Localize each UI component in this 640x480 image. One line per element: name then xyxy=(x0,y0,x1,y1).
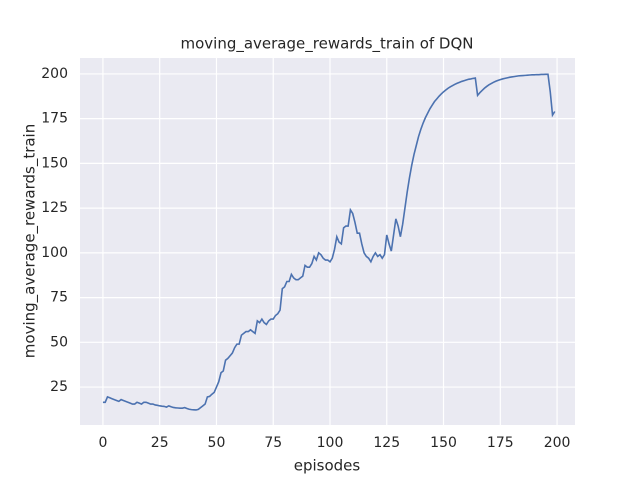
x-tick-label: 125 xyxy=(373,435,400,451)
x-tick-label: 0 xyxy=(98,435,107,451)
x-tick-label: 75 xyxy=(264,435,282,451)
x-tick-label: 200 xyxy=(544,435,571,451)
y-tick-label: 150 xyxy=(41,155,68,171)
y-tick-label: 175 xyxy=(41,111,68,127)
y-tick-label: 25 xyxy=(50,379,68,395)
y-tick-label: 50 xyxy=(50,334,68,350)
chart-title: moving_average_rewards_train of DQN xyxy=(180,35,473,54)
y-tick-label: 125 xyxy=(41,200,68,216)
y-tick-label: 200 xyxy=(41,66,68,82)
x-tick-label: 100 xyxy=(317,435,344,451)
x-axis-label: episodes xyxy=(294,457,361,475)
x-tick-label: 50 xyxy=(208,435,226,451)
x-tick-label: 25 xyxy=(151,435,169,451)
y-tick-label: 75 xyxy=(50,290,68,306)
x-tick-label: 175 xyxy=(487,435,514,451)
x-tick-label: 150 xyxy=(430,435,457,451)
data-line xyxy=(102,73,556,411)
y-tick-label: 100 xyxy=(41,245,68,261)
y-axis-label: moving_average_rewards_train xyxy=(21,124,40,358)
